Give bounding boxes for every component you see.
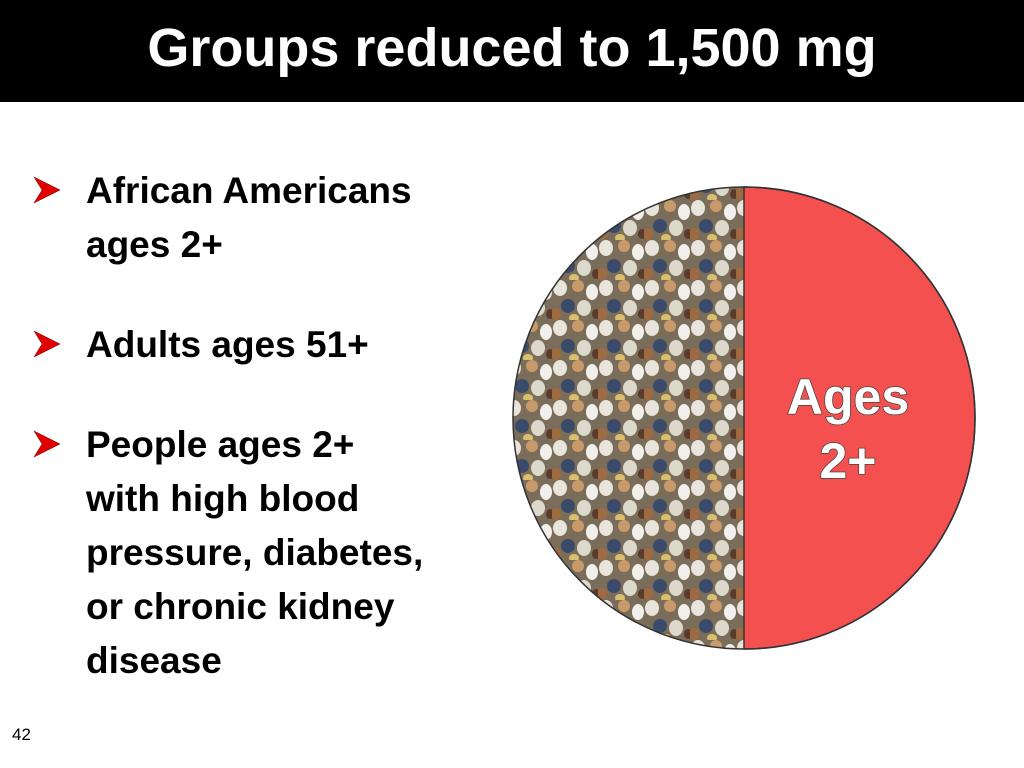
label-line: Ages	[787, 369, 909, 425]
bullet-text: pressure, diabetes,	[86, 532, 423, 573]
title-bar	[0, 0, 1024, 102]
bullet-arrow	[33, 176, 61, 204]
bullet-arrow	[33, 430, 61, 458]
bullet-text: ages 2+	[86, 224, 223, 265]
label-line: 2+	[819, 433, 876, 489]
bullet-text: with high blood	[85, 478, 359, 519]
slide-title: Groups reduced to 1,500 mg	[147, 18, 876, 78]
bullet-text: Adults ages 51+	[86, 324, 369, 365]
bullet-list: African Americans ages 2+ Adults ages 51+ P…	[33, 170, 423, 681]
crowd-photo	[513, 187, 744, 649]
bullet-text: or chronic kidney	[86, 586, 395, 627]
circle-label: Ages 2+	[786, 368, 910, 490]
bullet-text: People ages 2+	[86, 424, 354, 465]
bullet-text: disease	[86, 640, 222, 681]
page-number: 42	[12, 725, 31, 744]
circle-outline	[512, 186, 976, 650]
bullet-text: African Americans	[86, 170, 412, 211]
bullet-arrow	[33, 330, 61, 358]
